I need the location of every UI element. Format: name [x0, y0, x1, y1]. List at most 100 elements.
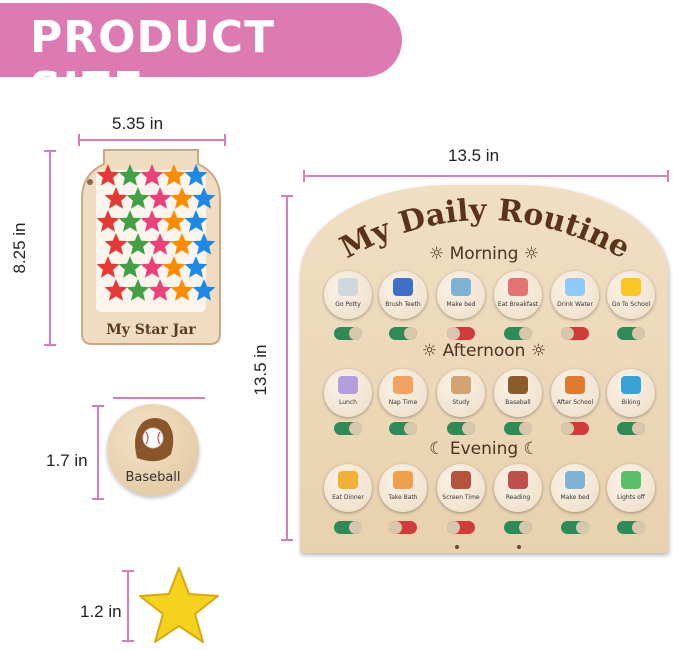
jar-star: [140, 164, 164, 186]
toggle-knob[interactable]: [349, 521, 362, 534]
toggle-knob[interactable]: [519, 327, 532, 340]
toggle-knob[interactable]: [349, 327, 362, 340]
jar-star: [148, 187, 172, 209]
routine-toggle[interactable]: [504, 327, 532, 340]
routine-card: Make bed: [551, 464, 599, 512]
jar-star: [170, 279, 194, 301]
routine-toggle[interactable]: [504, 521, 532, 534]
routine-card: Screen Time: [437, 464, 485, 512]
star-height-label: 1.2 in: [80, 602, 122, 621]
routine-card: Go To School: [607, 271, 655, 319]
routine-card: Eat Breakfast: [494, 271, 542, 319]
toggle-knob[interactable]: [576, 521, 589, 534]
toggle-knob[interactable]: [447, 327, 460, 340]
routine-card-label: Reading: [505, 494, 531, 501]
toggle-knob[interactable]: [561, 422, 574, 435]
disc-height-label: 1.7 in: [46, 451, 88, 470]
section-heading-morning: ☼ Morning ☼: [300, 244, 668, 264]
lamp-icon: [621, 471, 641, 489]
routine-toggle[interactable]: [447, 327, 475, 340]
computer-icon: [451, 471, 471, 489]
routine-toggle[interactable]: [334, 327, 362, 340]
routine-toggle[interactable]: [334, 422, 362, 435]
routine-card-label: Screen Time: [442, 494, 480, 501]
routine-card: Baseball: [494, 369, 542, 417]
routine-card: After School: [551, 369, 599, 417]
sun-icon: ☼: [421, 341, 443, 361]
toggle-knob[interactable]: [561, 327, 574, 340]
section-heading-afternoon: ☼ Afternoon ☼: [300, 341, 668, 361]
moon-icon: ☾: [518, 439, 539, 459]
routine-card-label: Take Bath: [388, 494, 418, 501]
toothbrush-icon: [393, 278, 413, 296]
toggle-knob[interactable]: [404, 422, 417, 435]
routine-card: Study: [437, 369, 485, 417]
routine-card-label: Brush Teeth: [385, 301, 421, 308]
routine-toggle[interactable]: [561, 327, 589, 340]
bed-icon: [451, 278, 471, 296]
dimension-tick: [92, 405, 104, 407]
jar-star: [170, 233, 194, 255]
jar-height-line: [49, 150, 51, 346]
routine-card: Make bed: [437, 271, 485, 319]
toggle-knob[interactable]: [519, 422, 532, 435]
routine-card-label: Eat Dinner: [332, 494, 364, 501]
jar-star: [170, 187, 194, 209]
toggle-knob[interactable]: [519, 521, 532, 534]
jar-star: [126, 279, 150, 301]
sunrise-icon: ☼: [428, 244, 450, 264]
sunrise-icon: ☼: [518, 244, 540, 264]
jar-star: [126, 233, 150, 255]
mount-hole: [517, 545, 521, 549]
bicycle-icon: [621, 376, 641, 394]
routine-card-label: Baseball: [505, 399, 531, 406]
baseball-glove-icon: [135, 418, 174, 462]
routine-toggle[interactable]: [617, 327, 645, 340]
toggle-knob[interactable]: [404, 327, 417, 340]
routine-toggle[interactable]: [447, 422, 475, 435]
routine-card: Take Bath: [379, 464, 427, 512]
board-width-line: [303, 175, 669, 177]
board-width-label: 13.5 in: [448, 146, 500, 165]
toggle-knob[interactable]: [632, 422, 645, 435]
routine-card: Lights off: [607, 464, 655, 512]
jar-star: [140, 210, 164, 232]
section-title: Evening: [449, 439, 519, 459]
routine-toggle[interactable]: [561, 422, 589, 435]
routine-toggle[interactable]: [561, 521, 589, 534]
routine-toggle[interactable]: [617, 422, 645, 435]
jar-width-line: [78, 139, 226, 141]
routine-toggle[interactable]: [334, 521, 362, 534]
jar-star: [192, 279, 216, 301]
routine-toggle[interactable]: [389, 327, 417, 340]
jar-text: My Star Jar: [106, 322, 196, 338]
routine-toggle[interactable]: [504, 422, 532, 435]
routine-toggle[interactable]: [617, 521, 645, 534]
daily-routine-board: My Daily Routine ☼ Morning ☼ Go Potty Brus…: [300, 185, 668, 553]
routine-toggle[interactable]: [447, 521, 475, 534]
jar-star: [118, 164, 142, 186]
jar-star: [96, 210, 120, 232]
banner-title: PRODUCT SIZE: [30, 12, 276, 114]
toggle-knob[interactable]: [462, 422, 475, 435]
jar-star: [148, 279, 172, 301]
water-bottle-icon: [565, 278, 585, 296]
sleeping-child-icon: [393, 376, 413, 394]
routine-toggle[interactable]: [389, 521, 417, 534]
toggle-knob[interactable]: [349, 422, 362, 435]
routine-card: Eat Dinner: [324, 464, 372, 512]
dimension-tick: [224, 134, 226, 146]
board-height-label: 13.5 in: [251, 344, 270, 396]
toggle-knob[interactable]: [447, 521, 460, 534]
routine-card-label: Drink Water: [557, 301, 593, 308]
board-title: My Daily Routine: [335, 193, 636, 266]
disc-label: Baseball: [125, 470, 181, 485]
jar-star: [104, 187, 128, 209]
toggle-knob[interactable]: [389, 521, 402, 534]
bed-icon: [565, 471, 585, 489]
books-icon: [508, 471, 528, 489]
mount-hole: [455, 545, 459, 549]
toggle-knob[interactable]: [632, 327, 645, 340]
routine-toggle[interactable]: [389, 422, 417, 435]
toggle-knob[interactable]: [632, 521, 645, 534]
